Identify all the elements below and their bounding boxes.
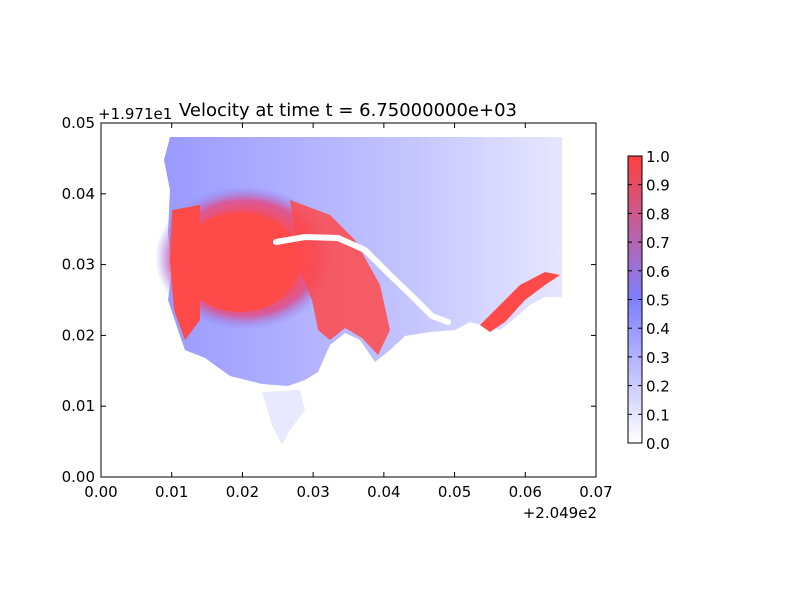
y-tick-label: 0.00 (62, 468, 95, 486)
colorbar-tick-label: 0.2 (646, 378, 670, 396)
colorbar-tick-label: 0.0 (646, 435, 670, 453)
southern-plume (262, 390, 305, 445)
x-axis: 0.00 0.01 0.02 0.03 0.04 0.05 0.06 0.07 (84, 123, 613, 501)
hot-left-edge (170, 205, 200, 340)
y-tick-label: 0.01 (62, 397, 95, 415)
hotspot-inner (180, 212, 300, 312)
colorbar-tick-label: 0.7 (646, 234, 670, 252)
y-tick-label: 0.04 (62, 185, 95, 203)
x-tick-label: 0.01 (155, 483, 188, 501)
x-tick-label: 0.03 (296, 483, 329, 501)
x-tick-label: 0.02 (226, 483, 259, 501)
y-tick-label: 0.02 (62, 326, 95, 344)
colorbar-tick-label: 0.4 (646, 320, 670, 338)
x-tick-label: 0.07 (579, 483, 612, 501)
colorbar-tick-label: 0.8 (646, 205, 670, 223)
colorbar-tick-label: 0.3 (646, 349, 670, 367)
channel (273, 233, 451, 325)
y-tick-label: 0.03 (62, 256, 95, 274)
hot-east-band (480, 272, 560, 332)
plot-frame (100, 122, 597, 478)
x-offset-label: +2.049e2 (523, 504, 597, 522)
velocity-field (155, 137, 562, 445)
y-offset-label: +1.971e1 (98, 105, 172, 123)
colorbar-tick-label: 0.1 (646, 406, 670, 424)
colorbar-tick-label: 0.5 (646, 292, 670, 310)
y-tick-label: 0.05 (62, 114, 95, 132)
x-tick-label: 0.06 (509, 483, 542, 501)
colorbar-tick-label: 0.6 (646, 263, 670, 281)
x-tick-label: 0.00 (84, 483, 117, 501)
y-axis: 0.00 0.01 0.02 0.03 0.04 0.05 (62, 114, 596, 486)
x-tick-label: 0.04 (367, 483, 400, 501)
colorbar-tick-label: 1.0 (646, 148, 670, 166)
colorbar-tick-label: 0.9 (646, 177, 670, 195)
chart-title: Velocity at time t = 6.75000000e+03 (179, 100, 517, 121)
colorbar-ticks: 0.0 0.1 0.2 0.3 0.4 0.5 0.6 0.7 0.8 0.9 1.0 (628, 148, 670, 453)
x-tick-label: 0.05 (438, 483, 471, 501)
